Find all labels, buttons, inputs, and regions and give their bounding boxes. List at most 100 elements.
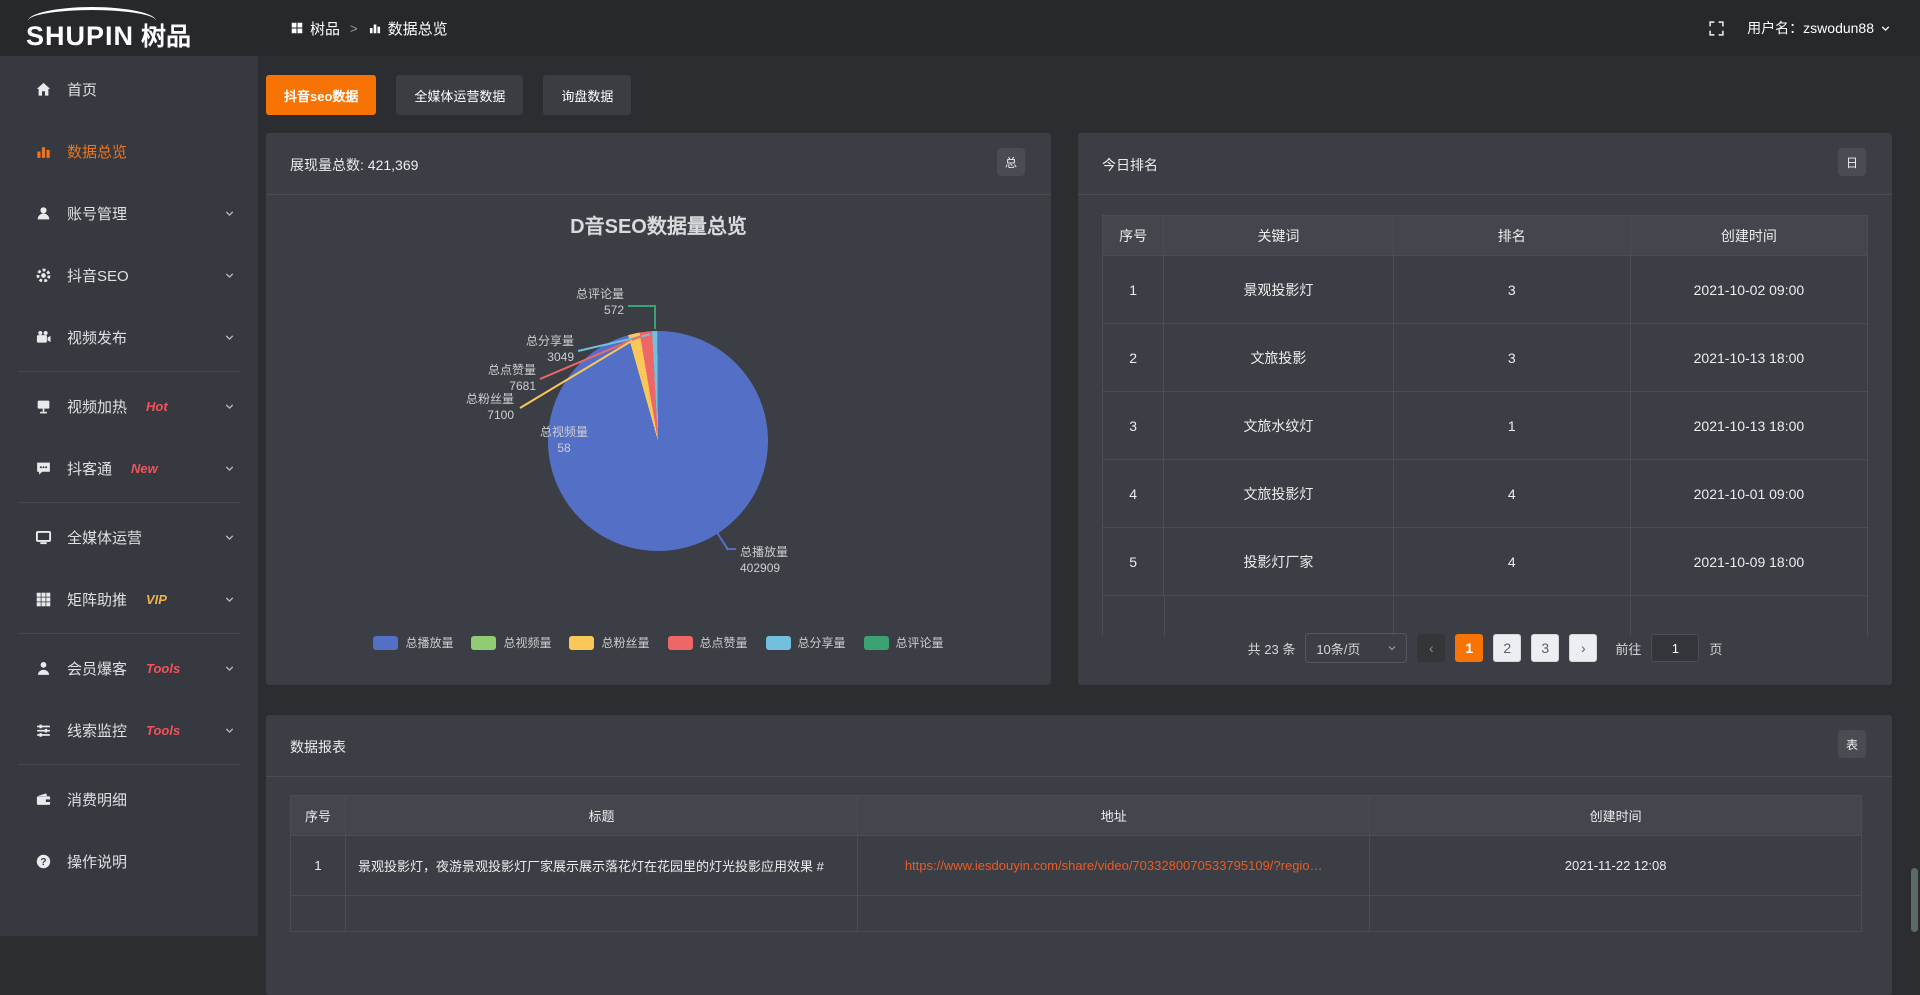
sidebar-divider <box>18 764 240 765</box>
tab-douyin-seo-data[interactable]: 抖音seo数据 <box>266 75 377 115</box>
pie-label-line <box>654 305 656 329</box>
day-toggle-button[interactable]: 日 <box>1838 148 1866 176</box>
hot-badge: Hot <box>146 398 168 414</box>
ranking-title: 今日排名 <box>1102 157 1158 173</box>
pie-chart: D音SEO数据量总览 总评论量 572 总分享量 3049 总点赞量 7681 总粉丝… <box>266 196 1051 685</box>
brand-logo: SHUPIN 树品 <box>26 4 256 54</box>
chevron-down-icon <box>223 331 236 344</box>
screen-icon <box>34 398 52 415</box>
goto-unit: 页 <box>1709 641 1723 657</box>
total-toggle-button[interactable]: 总 <box>997 148 1025 176</box>
video-link[interactable]: https://www.iesdouyin.com/share/video/70… <box>857 835 1371 896</box>
tools-badge: Tools <box>146 660 181 676</box>
member-icon <box>34 660 52 677</box>
sidebar: 首页 数据总览 账号管理 抖音SEO 视频发布 视频加热 Hot 抖客通 New… <box>0 56 258 936</box>
bar-chart-icon <box>368 21 382 35</box>
chevron-down-icon <box>223 662 236 675</box>
report-title: 数据报表 <box>290 739 346 755</box>
sidebar-item-douketong[interactable]: 抖客通 New <box>0 437 258 499</box>
pagination: 共 23 条 10条/页 ‹ 1 2 3 › 前往 页 <box>1078 633 1892 663</box>
goto-label: 前往 <box>1615 641 1642 657</box>
sidebar-item-label: 数据总览 <box>67 143 128 161</box>
user-menu[interactable]: 用户名：zswodun88 <box>1747 18 1892 38</box>
legend-item-videos[interactable]: 总视频量 <box>471 634 551 651</box>
table-row: 5 投影灯厂家 4 2021-10-09 18:00 <box>1101 527 1869 596</box>
sidebar-item-video-publish[interactable]: 视频发布 <box>0 306 258 368</box>
report-table: 序号 标题 地址 创建时间 1 景观投影灯，夜游景观投影灯厂家展示展示落花灯在花… <box>290 795 1862 932</box>
sidebar-item-video-heat[interactable]: 视频加热 Hot <box>0 375 258 437</box>
pagination-total: 共 23 条 <box>1247 641 1296 657</box>
legend-item-shares[interactable]: 总分享量 <box>765 634 846 651</box>
breadcrumb-current-label: 数据总览 <box>387 20 448 38</box>
chevron-down-icon <box>223 593 236 606</box>
chevron-down-icon <box>223 207 236 220</box>
table-row <box>290 895 1862 932</box>
sidebar-item-data-overview[interactable]: 数据总览 <box>0 120 258 182</box>
home-icon <box>34 81 52 98</box>
chevron-down-icon <box>223 462 236 475</box>
sidebar-item-label: 视频发布 <box>67 329 128 347</box>
sidebar-item-home[interactable]: 首页 <box>0 58 258 120</box>
chevron-down-icon <box>223 531 236 544</box>
chevron-down-icon <box>223 400 236 413</box>
pie-label-likes: 总点赞量 7681 <box>487 363 536 393</box>
pie-label-shares: 总分享量 3049 <box>525 334 574 364</box>
question-circle-icon: ? <box>34 853 52 870</box>
page-button-2[interactable]: 2 <box>1493 634 1522 662</box>
legend-swatch <box>667 635 693 650</box>
page-size-select[interactable]: 10条/页 <box>1305 633 1408 663</box>
sidebar-divider <box>18 633 240 634</box>
breadcrumb-root[interactable]: 树品 <box>290 18 340 39</box>
sidebar-item-member-burst[interactable]: 会员爆客 Tools <box>0 637 258 699</box>
chat-icon <box>34 460 52 477</box>
table-header-row: 序号 关键词 排名 创建时间 <box>1101 215 1869 256</box>
legend-item-fans[interactable]: 总粉丝量 <box>569 634 650 651</box>
col-no: 序号 <box>1101 215 1165 256</box>
seo-overview-panel: 展现量总数: 421,369 总 D音SEO数据量总览 总评论量 572 总分享量… <box>266 133 1051 685</box>
tab-omnimedia-data[interactable]: 全媒体运营数据 <box>396 75 524 115</box>
sidebar-item-label: 全媒体运营 <box>67 529 143 547</box>
goto-page-input[interactable] <box>1651 634 1700 662</box>
panel-header: 数据报表 表 <box>266 715 1892 777</box>
legend-item-likes[interactable]: 总点赞量 <box>667 634 748 651</box>
breadcrumb-separator: > <box>350 20 358 36</box>
sidebar-item-douyin-seo[interactable]: 抖音SEO <box>0 244 258 306</box>
sidebar-item-label: 矩阵助推 <box>67 591 128 609</box>
sidebar-item-omnimedia[interactable]: 全媒体运营 <box>0 506 258 568</box>
chart-title: D音SEO数据量总览 <box>570 216 747 238</box>
table-toggle-button[interactable]: 表 <box>1838 730 1866 758</box>
chevron-down-icon <box>1386 642 1398 654</box>
sidebar-item-accounts[interactable]: 账号管理 <box>0 182 258 244</box>
sidebar-item-matrix-boost[interactable]: 矩阵助推 VIP <box>0 568 258 630</box>
legend-item-plays[interactable]: 总播放量 <box>373 634 453 651</box>
page-button-3[interactable]: 3 <box>1531 634 1560 662</box>
sidebar-item-label: 消费明细 <box>67 791 128 809</box>
legend-swatch <box>373 635 399 650</box>
sidebar-item-lead-monitor[interactable]: 线索监控 Tools <box>0 699 258 761</box>
chevron-down-icon <box>223 269 236 282</box>
table-row: 2 文旅投影 3 2021-10-13 18:00 <box>1101 323 1869 392</box>
breadcrumb-root-label: 树品 <box>310 20 341 38</box>
tab-inquiry-data[interactable]: 询盘数据 <box>543 75 632 115</box>
page-button-1[interactable]: 1 <box>1455 634 1484 662</box>
ranking-table: 序号 关键词 排名 创建时间 1 景观投影灯 3 2021-10-02 09:00 2… <box>1101 215 1869 596</box>
fullscreen-icon[interactable] <box>1708 20 1725 37</box>
wallet-icon <box>34 791 52 808</box>
breadcrumb-current[interactable]: 数据总览 <box>368 18 448 39</box>
impressions-total: 展现量总数: 421,369 <box>290 157 419 173</box>
data-tabs: 抖音seo数据 全媒体运营数据 询盘数据 <box>266 75 632 115</box>
legend-item-comments[interactable]: 总评论量 <box>863 634 944 651</box>
chevron-down-icon <box>223 724 236 737</box>
col-keyword: 关键词 <box>1163 215 1394 256</box>
pie-label-fans: 总粉丝量 7100 <box>465 392 514 422</box>
sidebar-item-spend-detail[interactable]: 消费明细 <box>0 768 258 830</box>
next-page-button[interactable]: › <box>1569 634 1598 662</box>
grid-icon <box>34 591 52 608</box>
col-title: 标题 <box>344 795 859 836</box>
sidebar-item-label: 线索监控 <box>67 722 128 740</box>
prev-page-button[interactable]: ‹ <box>1417 634 1446 662</box>
pie-label-comments: 总评论量 572 <box>575 287 624 317</box>
sidebar-item-help[interactable]: ? 操作说明 <box>0 830 258 892</box>
username-label: 用户名：zswodun88 <box>1747 20 1874 36</box>
scrollbar-thumb[interactable] <box>1911 868 1918 932</box>
